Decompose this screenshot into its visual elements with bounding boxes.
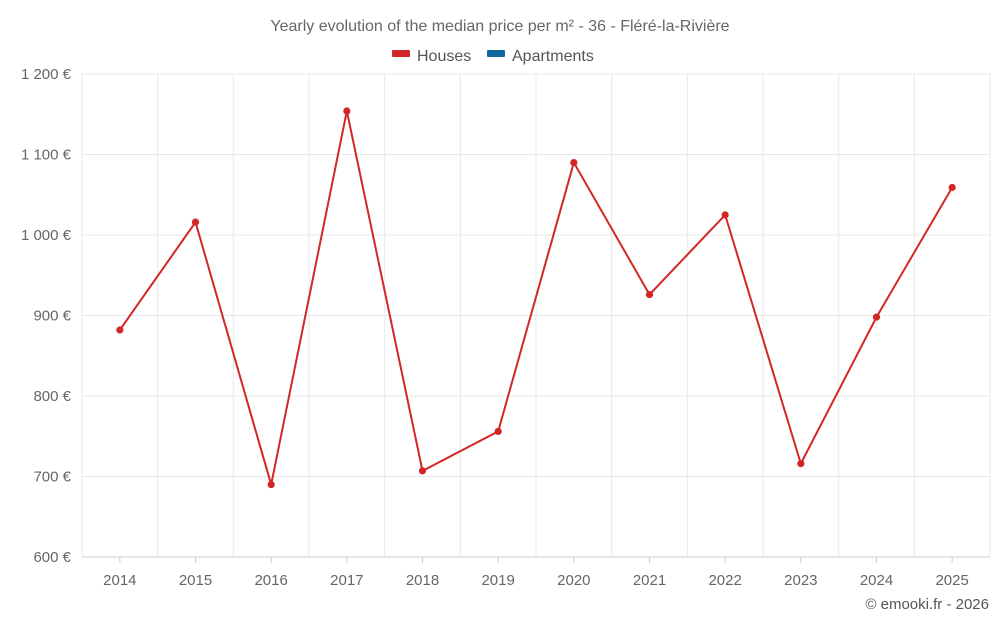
data-point-houses[interactable]	[116, 326, 124, 334]
x-axis: 2014 2015 2016 2017 2018 2019 2020 2021 2022 2023…	[103, 557, 969, 589]
legend-swatch-apartments[interactable]	[487, 50, 505, 57]
data-point-houses[interactable]	[343, 107, 351, 115]
y-tick-label: 1 200 €	[21, 66, 72, 83]
legend-label-apartments[interactable]: Apartments	[512, 48, 594, 65]
x-tick-label: 2021	[633, 572, 666, 589]
y-tick-label: 700 €	[33, 469, 71, 486]
data-point-houses[interactable]	[191, 218, 200, 226]
y-tick-label: 800 €	[33, 388, 71, 405]
data-point-houses[interactable]	[570, 158, 578, 167]
x-tick-label: 2014	[103, 572, 136, 589]
series-line-houses	[119, 110, 954, 485]
x-tick-label: 2024	[860, 572, 893, 589]
data-point-houses[interactable]	[418, 467, 427, 475]
x-tick-label: 2020	[557, 572, 590, 589]
x-gridlines	[81, 74, 991, 557]
x-tick-label: 2025	[935, 572, 968, 589]
legend: Houses Apartments	[392, 48, 594, 65]
x-tick-label: 2016	[254, 572, 287, 589]
legend-swatch-houses[interactable]	[392, 50, 410, 57]
legend-label-houses[interactable]: Houses	[417, 48, 471, 65]
x-tick-label: 2017	[330, 572, 363, 589]
y-tick-label: 600 €	[33, 549, 71, 566]
x-tick-label: 2015	[179, 572, 212, 589]
data-point-houses[interactable]	[645, 290, 654, 299]
x-tick-label: 2019	[481, 572, 514, 589]
y-tick-label: 1 000 €	[21, 227, 72, 244]
x-tick-label: 2018	[406, 572, 439, 589]
data-point-houses[interactable]	[797, 460, 805, 468]
y-tick-label: 1 100 €	[21, 147, 72, 164]
data-point-houses[interactable]	[948, 183, 956, 192]
series-layer	[116, 107, 956, 489]
x-tick-label: 2023	[784, 572, 817, 589]
y-tick-label: 900 €	[33, 308, 71, 325]
data-point-houses[interactable]	[494, 427, 502, 436]
credit-label: © emooki.fr - 2026	[865, 596, 989, 613]
data-point-houses[interactable]	[267, 480, 275, 489]
chart-title: Yearly evolution of the median price per…	[270, 18, 729, 35]
data-point-houses[interactable]	[721, 211, 729, 219]
data-point-houses[interactable]	[872, 313, 881, 321]
x-tick-label: 2022	[708, 572, 741, 589]
y-axis: 600 € 700 € 800 € 900 € 1 000 € 1 100 € 1 200 …	[21, 66, 72, 566]
